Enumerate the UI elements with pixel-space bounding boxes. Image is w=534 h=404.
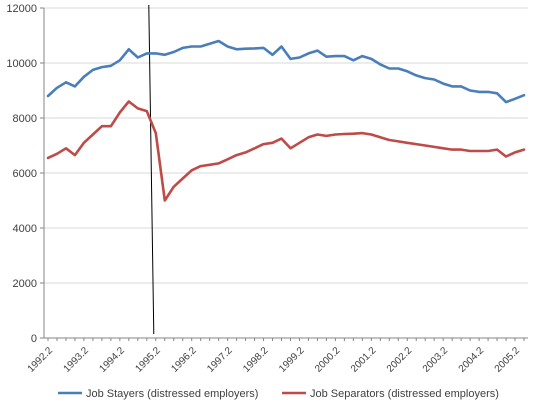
x-tick-label: 1993.2 bbox=[62, 345, 92, 375]
y-tick-label: 8000 bbox=[13, 113, 37, 125]
x-axis-ticks: 1992.2 1993.2 1994.2 1995.2 1996.2 1997.2 1998… bbox=[26, 338, 525, 375]
series-line-job-separators bbox=[46, 100, 526, 202]
vertical-marker-line bbox=[148, 4, 155, 335]
x-tick-label: 1997.2 bbox=[205, 345, 235, 375]
x-tick-label: 1992.2 bbox=[26, 345, 56, 375]
x-tick-label: 2000.2 bbox=[313, 345, 343, 375]
x-tick-label: 2004.2 bbox=[457, 345, 487, 375]
legend: Job Stayers (distressed employers) Job Se… bbox=[58, 388, 499, 400]
x-tick-label: 1994.2 bbox=[98, 345, 128, 375]
x-tick-label: 1995.2 bbox=[133, 345, 163, 375]
x-tick-label: 2001.2 bbox=[349, 345, 379, 375]
y-tick-label: 6000 bbox=[13, 168, 37, 180]
x-tick-label: 1996.2 bbox=[169, 345, 199, 375]
x-tick-label: 2002.2 bbox=[385, 345, 415, 375]
series-lines bbox=[46, 39, 526, 202]
y-tick-label: 0 bbox=[31, 333, 37, 345]
legend-label: Job Separators (distressed employers) bbox=[310, 388, 499, 400]
x-tick-label: 1998.2 bbox=[241, 345, 271, 375]
vertical-marker bbox=[148, 4, 155, 335]
gridlines bbox=[44, 7, 528, 284]
x-tick-label: 2005.2 bbox=[493, 345, 523, 375]
legend-label: Job Stayers (distressed employers) bbox=[86, 388, 258, 400]
y-tick-label: 10000 bbox=[6, 58, 37, 70]
y-tick-label: 2000 bbox=[13, 278, 37, 290]
x-tick-label: 2003.2 bbox=[421, 345, 451, 375]
series-line-job-stayers bbox=[46, 39, 526, 104]
y-axis-ticks: 0 2000 4000 6000 8000 10000 12000 bbox=[6, 3, 44, 345]
x-tick-label: 1999.2 bbox=[277, 345, 307, 375]
y-tick-label: 4000 bbox=[13, 223, 37, 235]
y-tick-label: 12000 bbox=[6, 3, 37, 15]
